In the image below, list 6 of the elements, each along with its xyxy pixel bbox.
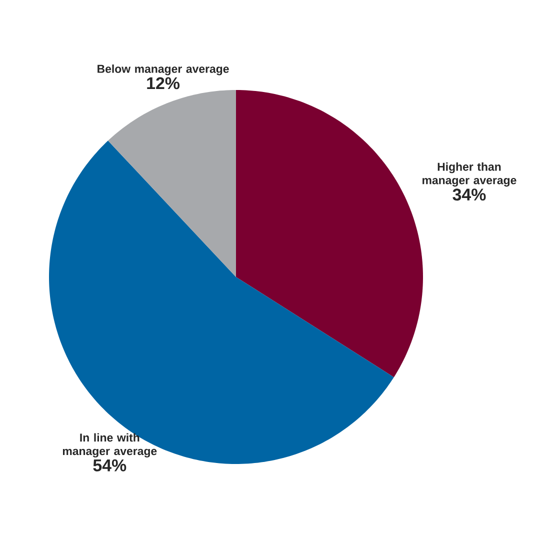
- data-label: 12%: [147, 77, 180, 90]
- data-label: 34%: [452, 188, 486, 201]
- slice-label: In line with manager average: [62, 433, 157, 458]
- data-label: 54%: [93, 459, 126, 472]
- slice-label: Below manager average: [98, 64, 229, 76]
- slice-label: Higher than manager average: [422, 162, 516, 187]
